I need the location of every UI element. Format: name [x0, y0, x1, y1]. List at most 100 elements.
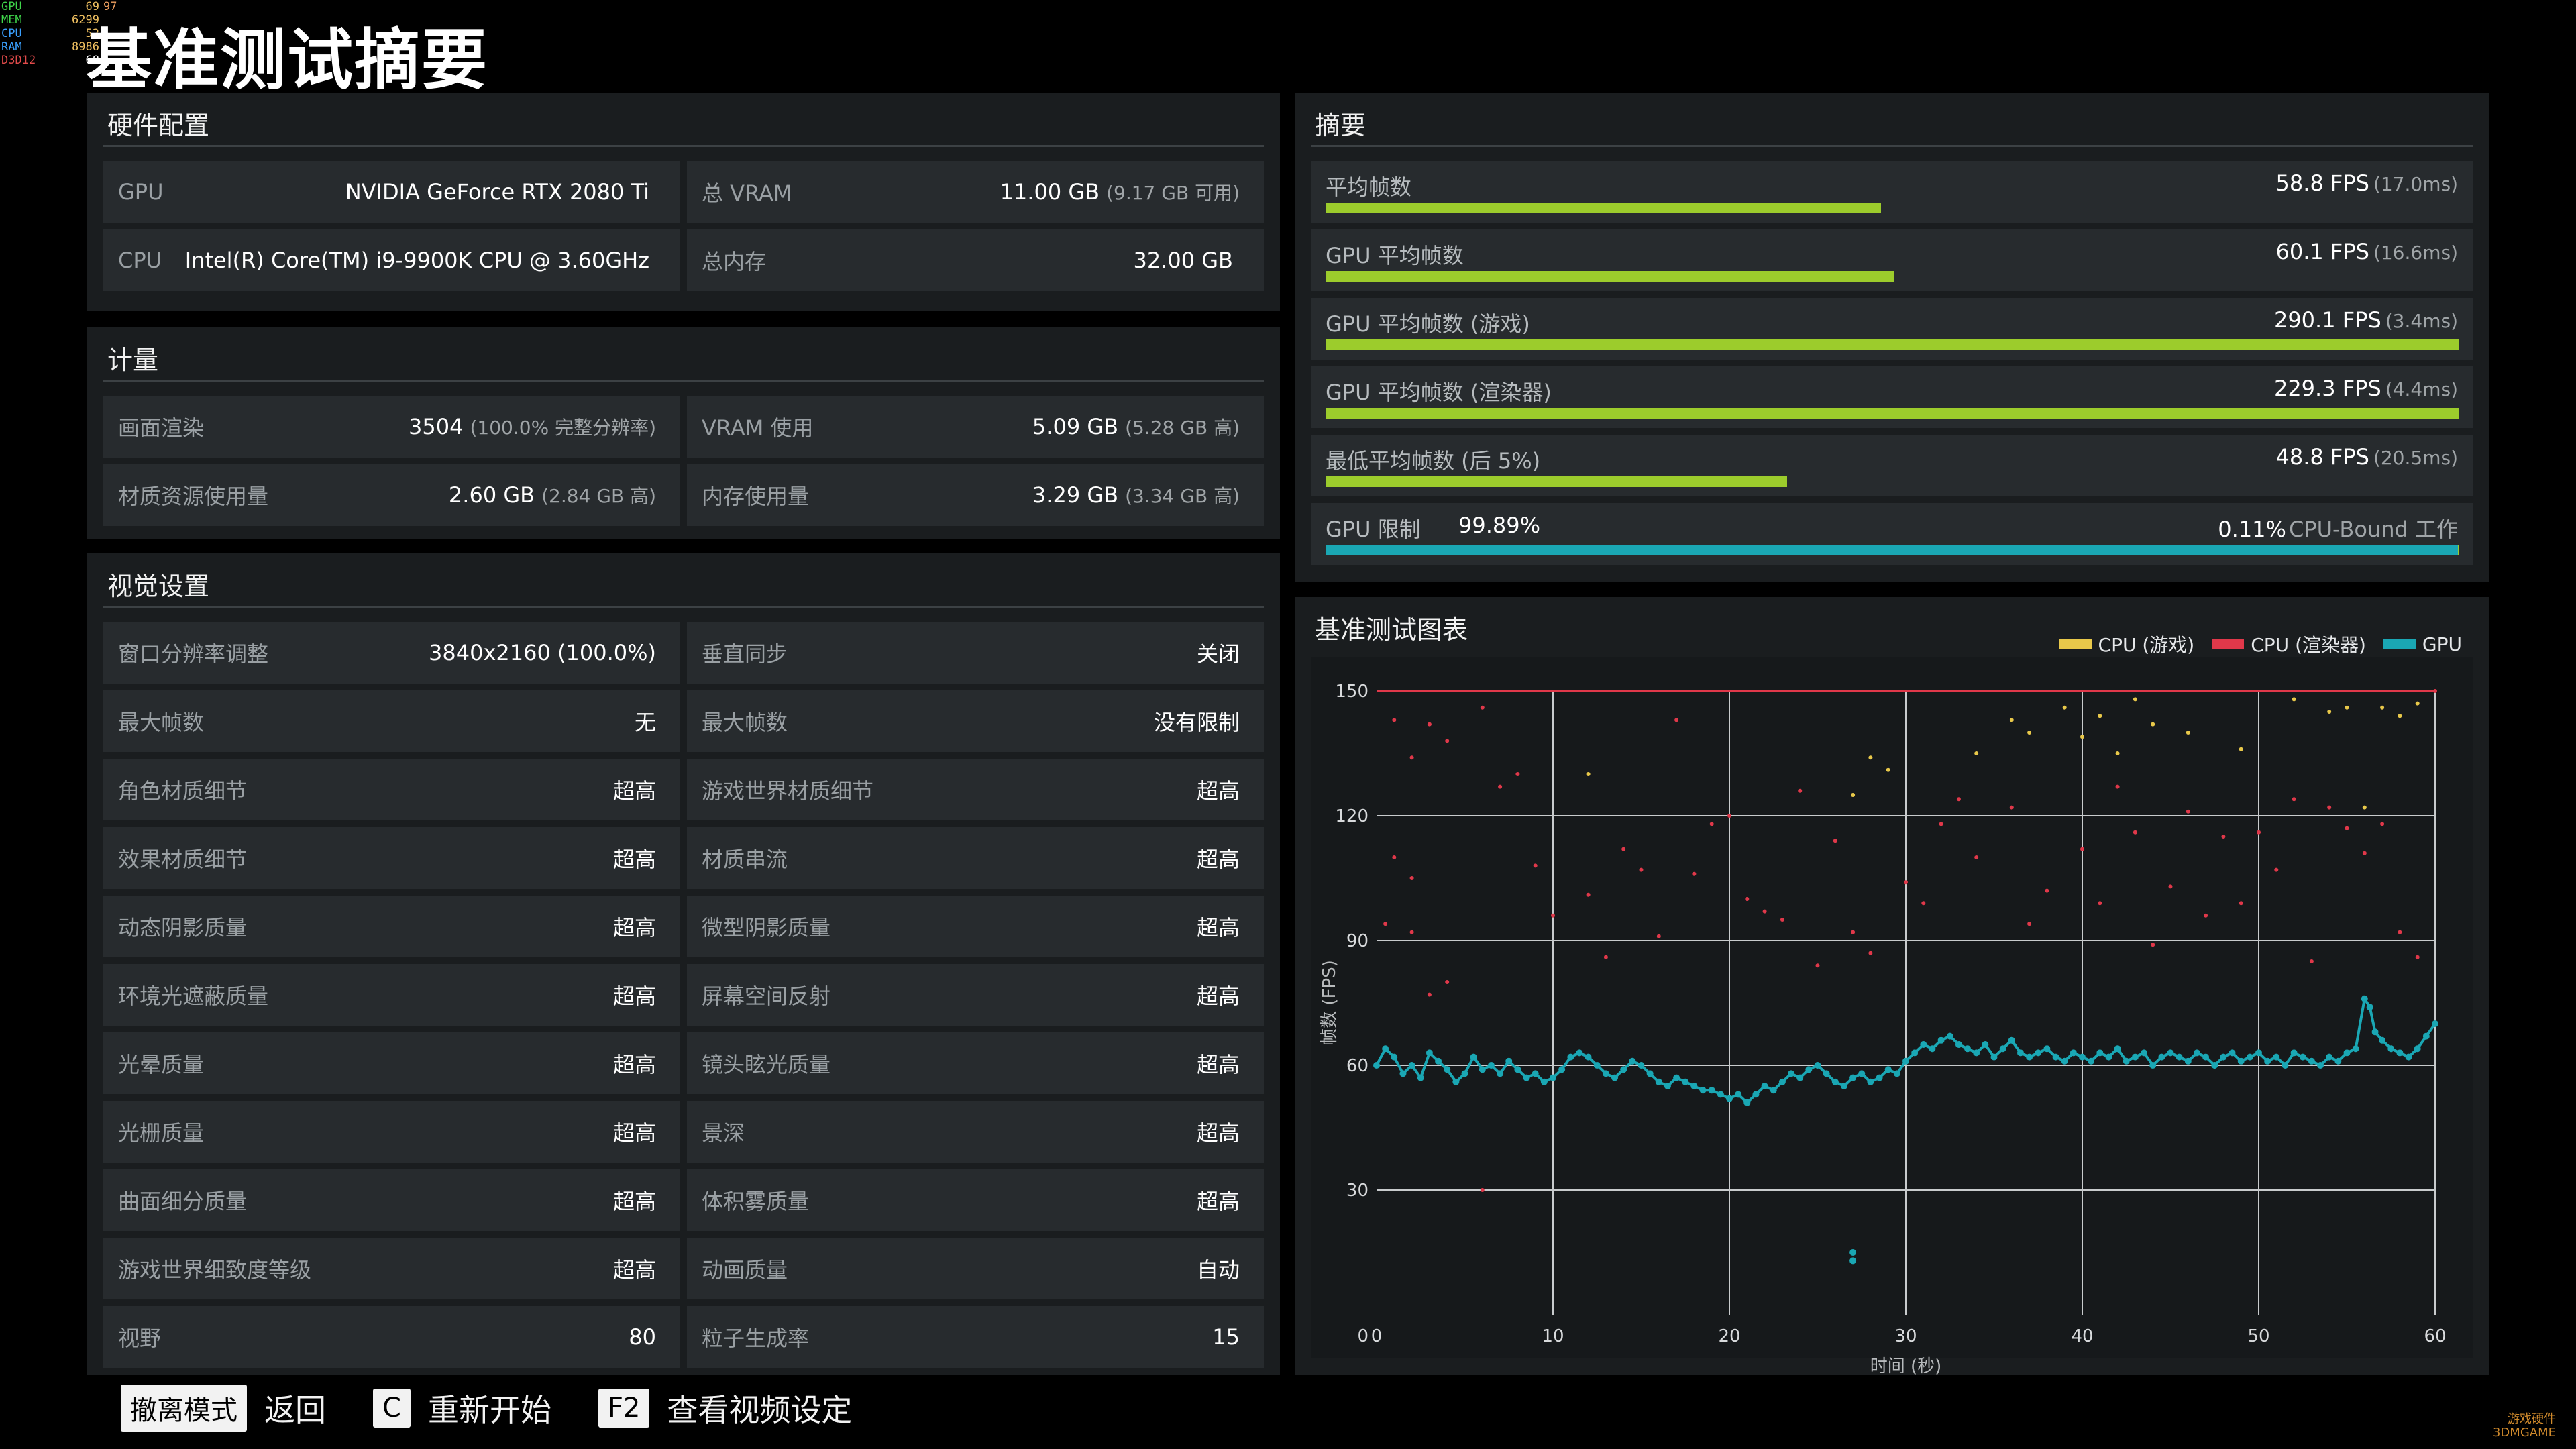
cpu-bound-value: 0.11% CPU-Bound 工作 [2218, 513, 2458, 543]
data-point [2380, 705, 2385, 710]
y-tick-label: 120 [1335, 806, 1368, 826]
key-escape-mode[interactable]: 撤离模式 [121, 1385, 247, 1432]
setting-value: 超高 [1196, 778, 1240, 804]
hardware-row: 总 VRAM 11.00 GB (9.17 GB 可用) [687, 161, 1264, 223]
summary-value-text: 229.3 FPS [2273, 376, 2381, 401]
setting-row: 微型阴影质量 超高 [687, 896, 1264, 957]
restart-action[interactable]: 重新开始 [427, 1392, 551, 1428]
x-tick-label: 50 [2247, 1326, 2269, 1346]
data-point [1727, 814, 1731, 818]
setting-label: 粒子生成率 [702, 1326, 810, 1351]
back-action[interactable]: 返回 [264, 1392, 326, 1428]
legend-label: CPU (渲染器) [2251, 634, 2366, 656]
setting-label: 光晕质量 [118, 1052, 205, 1077]
setting-row: 景深 超高 [687, 1101, 1264, 1163]
key-f2[interactable]: F2 [598, 1389, 650, 1428]
setting-value: 自动 [1196, 1257, 1240, 1283]
setting-label: 窗口分辨率调整 [118, 641, 269, 667]
setting-value: 无 [634, 710, 656, 735]
visual-settings-title: 视觉设置 [107, 572, 210, 601]
data-point [2204, 913, 2208, 918]
summary-value: 58.8 FPS (17.0ms) [2276, 170, 2459, 196]
data-point [1498, 784, 1503, 789]
row-label: VRAM 使用 [702, 415, 814, 441]
data-point [1956, 797, 1961, 802]
legend-item: CPU (渲染器) [2212, 631, 2366, 657]
data-point [1692, 871, 1697, 876]
setting-value: 超高 [612, 1120, 656, 1146]
row-value: 5.09 GB [1032, 414, 1119, 439]
metrics-panel: 计量 画面渲染 3504 (100.0% 完整分辨率) VRAM 使用 5.09 GB… [87, 327, 1280, 539]
row-value: 11.00 GB [1000, 179, 1100, 205]
setting-row: 曲面细分质量 超高 [103, 1169, 680, 1231]
data-point [1427, 992, 1432, 997]
summary-value: 48.8 FPS (20.5ms) [2276, 444, 2459, 470]
data-point [1603, 955, 1608, 959]
data-point [2345, 705, 2349, 710]
row-label: CPU [118, 248, 162, 273]
setting-label: 环境光遮蔽质量 [118, 983, 269, 1009]
data-point [1480, 1188, 1485, 1192]
row-sub: (3.34 GB 高) [1125, 485, 1240, 507]
data-point [2080, 847, 2084, 851]
data-point [2380, 822, 2385, 826]
hardware-row: GPU NVIDIA GeForce RTX 2080 Ti [103, 161, 680, 223]
summary-row: GPU 平均帧数 (渲染器) 229.3 FPS (4.4ms) [1311, 366, 2473, 428]
gpu-limit-row: GPU 限制 99.89% 0.11% CPU-Bound 工作 [1311, 503, 2473, 565]
data-point [2045, 888, 2049, 893]
data-point [1904, 880, 1908, 885]
data-point [1533, 863, 1538, 868]
overlay-row: GPU 69 97 [1, 0, 117, 13]
key-c[interactable]: C [373, 1389, 411, 1428]
overlay-row: CPU 52 [1, 27, 99, 40]
setting-value: 超高 [1196, 915, 1240, 941]
data-point [1427, 722, 1432, 727]
summary-label: GPU 平均帧数 [1326, 243, 1464, 268]
summary-label: 最低平均帧数 (后 5%) [1326, 448, 1541, 474]
setting-row: 镜头眩光质量 超高 [687, 1032, 1264, 1094]
setting-row: 粒子生成率 15 [687, 1306, 1264, 1368]
setting-row: 体积雾质量 超高 [687, 1169, 1264, 1231]
summary-bar [1326, 408, 2459, 419]
setting-label: 屏幕空间反射 [702, 983, 831, 1009]
benchmark-chart: 0 10 20 30 40 50 60 30 60 90 120 150 0 时间 (秒) 帧数 (FPS) [1311, 657, 2473, 1375]
cpu-bound-label: CPU-Bound 工作 [2288, 517, 2458, 542]
chart-panel: 基准测试图表 CPU (游戏) CPU (渲染器) GPU 0 10 20 30 40 50 6… [1295, 597, 2489, 1375]
row-value: 3504 [409, 414, 464, 439]
cpu-bound-percent: 0.11% [2218, 517, 2286, 542]
summary-value-text: 290.1 FPS [2273, 307, 2381, 333]
legend-item: CPU (游戏) [2059, 631, 2195, 657]
setting-label: 视野 [118, 1326, 162, 1351]
summary-value-ms: (4.4ms) [2385, 378, 2458, 400]
overlay-row: RAM 8986 [1, 40, 99, 54]
summary-label: GPU 平均帧数 (游戏) [1326, 311, 1530, 337]
chart-legend: CPU (游戏) CPU (渲染器) GPU [2059, 631, 2462, 657]
row-sub: (9.17 GB 可用) [1106, 182, 1240, 204]
setting-label: 最大帧数 [702, 710, 788, 735]
data-point [2098, 714, 2102, 718]
data-point [1849, 1257, 1857, 1265]
data-point [2309, 959, 2314, 963]
setting-label: 动画质量 [702, 1257, 788, 1283]
summary-row: GPU 平均帧数 (游戏) 290.1 FPS (3.4ms) [1311, 298, 2473, 360]
view-video-settings-action[interactable]: 查看视频设定 [667, 1392, 853, 1428]
data-point [1849, 1249, 1857, 1256]
performance-overlay: GPU 69 97 MEM 6299 CPU 52 RAM 8986 D3D12 68 [1, 0, 150, 67]
row-sub: (5.28 GB 高) [1125, 417, 1240, 439]
row-sub: (2.84 GB 高) [541, 485, 656, 507]
setting-value: 80 [629, 1324, 656, 1350]
visual-settings-panel: 视觉设置 窗口分辨率调整 3840x2160 (100.0%) 垂直同步 关闭 最大帧数… [87, 553, 1280, 1375]
hardware-panel: 硬件配置 GPU NVIDIA GeForce RTX 2080 Ti 总 VRA… [87, 93, 1280, 311]
divider [103, 380, 1264, 382]
cpu-bound-bar [2458, 545, 2459, 555]
overlay-row: MEM 6299 [1, 13, 99, 27]
summary-row: GPU 平均帧数 60.1 FPS (16.6ms) [1311, 229, 2473, 291]
legend-label: CPU (游戏) [2098, 634, 2195, 656]
divider [103, 606, 1264, 608]
setting-label: 动态阴影质量 [118, 915, 248, 941]
setting-label: 最大帧数 [118, 710, 205, 735]
data-point [2080, 735, 2084, 739]
row-sub: (100.0% 完整分辨率) [470, 417, 656, 439]
row-value: 2.60 GB [448, 482, 535, 508]
x-tick-label: 10 [1542, 1326, 1564, 1346]
